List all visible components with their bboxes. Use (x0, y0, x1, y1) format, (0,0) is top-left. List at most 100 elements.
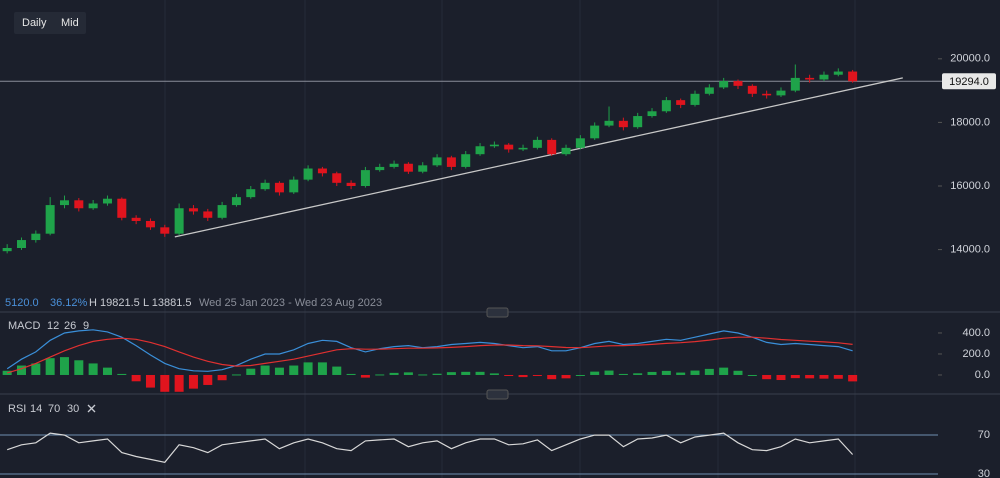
histogram-bar (590, 371, 600, 375)
histogram-bar (776, 374, 786, 381)
histogram-bar (618, 373, 628, 375)
candle-body (819, 74, 829, 80)
candle-body (661, 100, 671, 112)
indicator-param: 26 (64, 320, 76, 332)
histogram-bar (131, 374, 141, 382)
y-tick-label: 18000.0 (950, 116, 990, 128)
y-tick-label: 400.0 (962, 327, 990, 339)
histogram-bar (561, 374, 571, 379)
candle-body (217, 205, 227, 218)
high-value: H 19821.5 (89, 297, 140, 309)
change-value: 5120.0 (5, 297, 39, 309)
indicator-param: 12 (47, 320, 59, 332)
price-type-button[interactable]: Mid (61, 17, 79, 29)
histogram-bar (733, 370, 743, 375)
histogram-bar (246, 368, 256, 375)
candle-body (16, 240, 26, 248)
histogram-bar (145, 374, 155, 388)
histogram-bar (274, 367, 284, 375)
histogram-bar (690, 370, 700, 375)
y-tick-label: 20000.0 (950, 53, 990, 65)
histogram-bar (31, 363, 41, 375)
interval-toolbar (14, 12, 86, 34)
histogram-bar (532, 374, 542, 376)
histogram-bar (332, 366, 342, 375)
histogram-bar (676, 372, 686, 375)
date-range: Wed 25 Jan 2023 - Wed 23 Aug 2023 (199, 297, 382, 309)
histogram-bar (704, 368, 714, 375)
histogram-bar (489, 373, 499, 375)
close-indicator[interactable] (87, 404, 96, 413)
candle-body (575, 138, 585, 148)
histogram-bar (604, 370, 614, 375)
candle-body (88, 203, 98, 209)
histogram-bar (16, 365, 26, 375)
histogram-bar (833, 374, 843, 379)
histogram-bar (303, 362, 313, 375)
candle-body (31, 233, 41, 241)
histogram-bar (661, 370, 671, 375)
candle-body (704, 87, 714, 94)
histogram-bar (518, 374, 528, 378)
candle-body (317, 168, 327, 174)
candle-body (561, 147, 571, 155)
candle-body (260, 182, 270, 190)
histogram-bar (819, 374, 829, 379)
histogram-bar (762, 374, 772, 380)
candle-body (805, 77, 815, 80)
candle-body (346, 182, 356, 186)
candle-body (733, 81, 743, 86)
candle-body (489, 144, 499, 147)
interval-button[interactable]: Daily (22, 17, 47, 29)
y-tick-label: 0.0 (975, 369, 990, 381)
candle-body (719, 81, 729, 88)
histogram-bar (217, 374, 227, 381)
candle-body (375, 166, 385, 171)
y-tick-label: 200.0 (962, 348, 990, 360)
candle-body (604, 120, 614, 126)
panel-resize-handle[interactable] (486, 389, 509, 400)
histogram-bar (719, 367, 729, 375)
histogram-bar (289, 365, 299, 375)
candle-body (418, 165, 428, 172)
trendline (174, 77, 903, 238)
candle-body (676, 100, 686, 105)
candle-body (332, 173, 342, 183)
candle-body (446, 157, 456, 167)
candle-body (690, 93, 700, 105)
histogram-bar (475, 371, 485, 375)
candle-body (174, 208, 184, 234)
histogram-bar (74, 360, 84, 375)
candle-body (633, 116, 643, 128)
histogram-bar (88, 363, 98, 375)
candle-body (289, 179, 299, 193)
histogram-bar (59, 357, 69, 375)
y-tick-label: 14000.0 (950, 243, 990, 255)
indicator-line (7, 336, 853, 374)
histogram-bar (188, 374, 198, 389)
indicator-param: 9 (83, 320, 89, 332)
indicator-label: RSI (8, 403, 26, 415)
candle-body (618, 120, 628, 128)
histogram-bar (633, 373, 643, 375)
candle-body (188, 208, 198, 212)
low-value: L 13881.5 (143, 297, 192, 309)
histogram-bar (848, 374, 858, 382)
histogram-bar (504, 374, 514, 376)
candle-body (776, 90, 786, 96)
indicator-param: 70 (48, 403, 60, 415)
candle-body (647, 111, 657, 117)
candle-body (432, 157, 442, 166)
candle-body (403, 163, 413, 172)
candle-body (518, 147, 528, 150)
indicator-param: 30 (67, 403, 79, 415)
candle-body (547, 139, 557, 155)
panel-resize-handle[interactable] (486, 307, 509, 318)
candle-body (303, 168, 313, 180)
candle-body (160, 227, 170, 234)
candle-body (532, 139, 542, 148)
histogram-bar (260, 365, 270, 375)
histogram-bar (790, 374, 800, 379)
histogram-bar (346, 373, 356, 375)
